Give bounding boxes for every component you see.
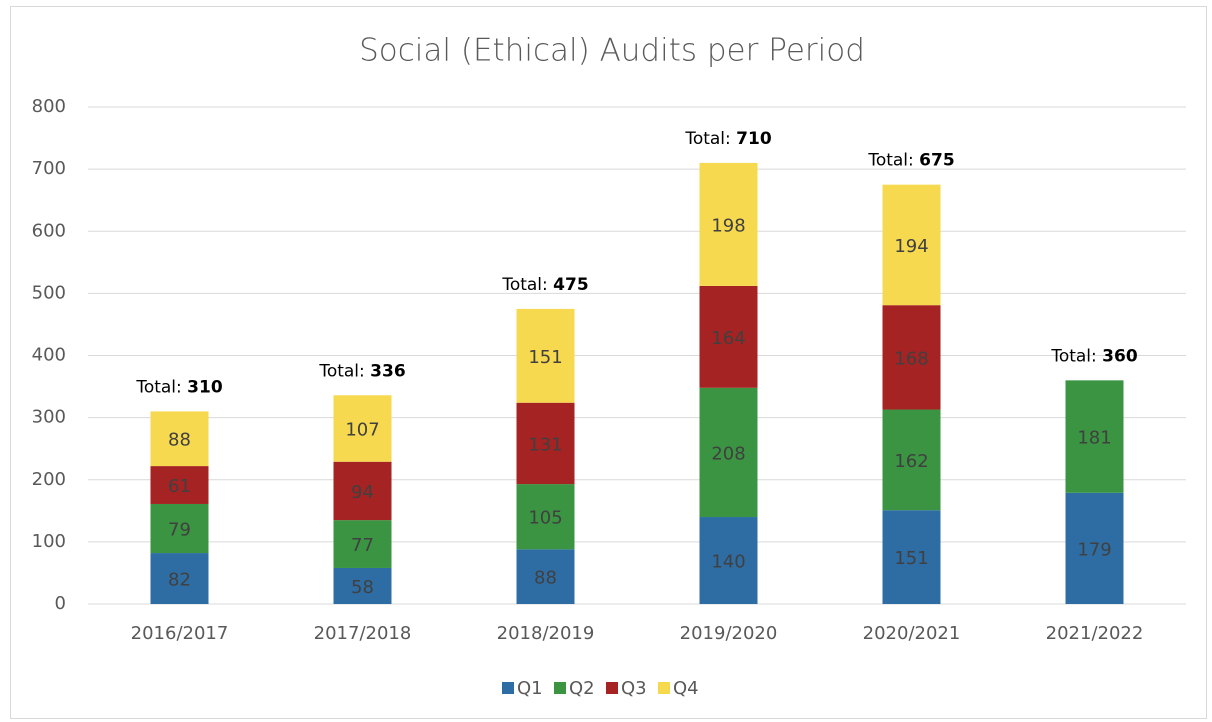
value-label: 82 (168, 570, 191, 591)
value-label: 105 (528, 508, 562, 529)
value-label: 58 (351, 577, 374, 598)
value-label: 168 (894, 348, 928, 369)
x-tick-label: 2017/2018 (314, 623, 412, 644)
bar-segment (882, 305, 941, 410)
total-prefix: Total: (684, 129, 730, 149)
value-label: 198 (711, 215, 745, 236)
y-tick-label: 100 (32, 531, 66, 552)
x-tick-label: 2021/2022 (1046, 623, 1144, 644)
legend-label: Q3 (621, 678, 647, 699)
value-label: 131 (528, 434, 562, 455)
bar-segment (150, 503, 209, 554)
chart-border (10, 6, 1207, 719)
total-value: 310 (187, 377, 223, 397)
legend-label: Q1 (517, 678, 543, 699)
legend-label: Q4 (673, 678, 699, 699)
bar-segment (150, 553, 209, 604)
total-prefix: Total: (318, 361, 364, 381)
total-value: 336 (370, 361, 406, 381)
legend-swatch (554, 682, 566, 694)
value-label: 194 (894, 236, 928, 257)
total-prefix: Total: (501, 275, 547, 295)
value-label: 140 (711, 552, 745, 573)
bar-segment (150, 411, 209, 467)
total-value: 360 (1102, 346, 1138, 366)
total-label: Total: 475 (501, 275, 588, 295)
x-tick-label: 2016/2017 (131, 623, 229, 644)
bar-segment (882, 184, 941, 306)
y-tick-label: 300 (32, 407, 66, 428)
y-tick-label: 500 (32, 282, 66, 303)
bar-segment (1065, 492, 1124, 604)
bar-segment (516, 549, 575, 604)
bar-segment (699, 162, 758, 286)
total-value: 710 (736, 129, 772, 149)
bar-segment (882, 409, 941, 511)
value-label: 179 (1077, 539, 1111, 560)
value-label: 164 (711, 328, 745, 349)
value-label: 151 (894, 548, 928, 569)
value-label: 162 (894, 451, 928, 472)
value-label: 181 (1077, 428, 1111, 449)
value-label: 151 (528, 347, 562, 368)
y-tick-label: 800 (32, 96, 66, 117)
bar-segment (699, 387, 758, 518)
total-label: Total: 710 (684, 129, 772, 149)
legend-label: Q2 (569, 678, 595, 699)
value-label: 94 (351, 482, 374, 503)
value-label: 61 (168, 476, 191, 497)
y-tick-label: 600 (32, 220, 66, 241)
total-value: 475 (553, 275, 589, 295)
bar-segment (333, 567, 392, 604)
total-label: Total: 360 (1050, 346, 1138, 366)
bar-segment (882, 510, 941, 604)
total-label: Total: 310 (135, 377, 223, 397)
bar-segment (699, 285, 758, 388)
bar-segment (699, 517, 758, 604)
bar-segment (333, 461, 392, 521)
value-label: 88 (168, 430, 191, 451)
legend-swatch (606, 682, 618, 694)
y-tick-label: 400 (32, 345, 66, 366)
bar-segment (150, 466, 209, 504)
value-label: 77 (351, 535, 374, 556)
value-label: 88 (534, 568, 557, 589)
chart-title: Social (Ethical) Audits per Period (359, 33, 865, 69)
legend-swatch (658, 682, 670, 694)
bar-segment (516, 308, 575, 403)
value-label: 107 (345, 419, 379, 440)
value-label: 79 (168, 520, 191, 541)
total-value: 675 (919, 151, 955, 171)
x-tick-label: 2018/2019 (497, 623, 595, 644)
x-tick-label: 2020/2021 (863, 623, 961, 644)
total-label: Total: 675 (867, 151, 954, 171)
total-label: Total: 336 (318, 361, 405, 381)
total-prefix: Total: (135, 377, 181, 397)
legend-swatch (502, 682, 514, 694)
bar-segment (1065, 380, 1124, 493)
total-prefix: Total: (867, 151, 913, 171)
y-tick-label: 700 (32, 158, 66, 179)
total-prefix: Total: (1050, 346, 1096, 366)
y-tick-label: 0 (55, 593, 66, 614)
value-label: 208 (711, 443, 745, 464)
bar-segment (516, 484, 575, 550)
bar-segment (333, 395, 392, 462)
y-tick-label: 200 (32, 469, 66, 490)
x-tick-label: 2019/2020 (680, 623, 778, 644)
bar-segment (516, 402, 575, 485)
bar-segment (333, 520, 392, 568)
